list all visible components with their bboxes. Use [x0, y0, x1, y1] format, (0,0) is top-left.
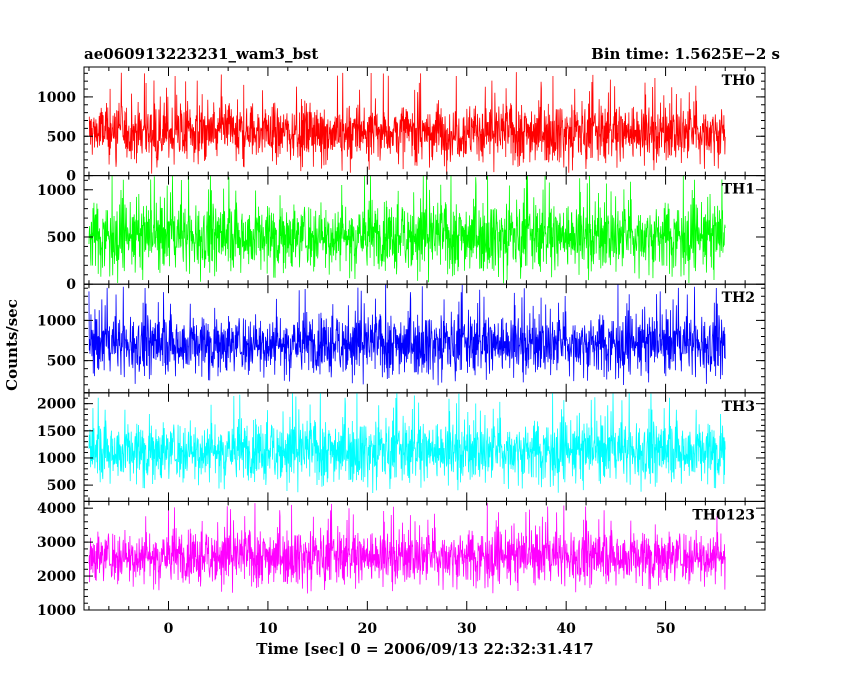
y-tick-label: 500 [47, 129, 76, 145]
x-tick-label: 40 [556, 621, 576, 637]
y-tick-label: 4000 [37, 501, 76, 517]
chart-title: ae060913223231_wam3_bst [84, 45, 319, 63]
panel-label-th1: TH1 [722, 182, 755, 198]
panel-label-th3: TH3 [722, 399, 755, 415]
panel-label-th0123: TH0123 [692, 507, 755, 523]
x-tick-label: 10 [258, 621, 278, 637]
series-th0123-trace [88, 503, 726, 594]
y-tick-label: 1000 [37, 183, 76, 199]
series-th1-trace [88, 175, 726, 284]
panel-label-th0: TH0 [722, 73, 756, 89]
series-th3-trace [88, 392, 726, 494]
x-axis-label: Time [sec] 0 = 2006/09/13 22:32:31.417 [256, 640, 594, 658]
y-tick-label: 0 [66, 277, 76, 293]
x-tick-label: 50 [656, 621, 676, 637]
y-tick-label: 1500 [37, 424, 76, 440]
y-tick-label: 0 [66, 169, 76, 185]
y-tick-label: 500 [47, 354, 76, 370]
panel-label-th2: TH2 [722, 290, 755, 306]
x-tick-label: 20 [358, 621, 378, 637]
y-tick-label: 1000 [37, 313, 76, 329]
x-tick-label: 0 [164, 621, 174, 637]
y-tick-label: 1000 [37, 603, 76, 619]
y-tick-label: 3000 [37, 535, 76, 551]
y-tick-label: 1000 [37, 90, 76, 106]
y-tick-label: 500 [47, 230, 76, 246]
bin-time-label: Bin time: 1.5625E−2 s [591, 45, 780, 63]
series-th0-trace [88, 72, 726, 175]
y-tick-label: 2000 [37, 569, 76, 585]
y-axis-label: Counts/sec [3, 299, 21, 391]
series-th2-trace [88, 284, 726, 386]
x-tick-label: 30 [457, 621, 477, 637]
y-tick-label: 2000 [37, 397, 76, 413]
y-tick-label: 1000 [37, 451, 76, 467]
y-tick-label: 500 [47, 478, 76, 494]
